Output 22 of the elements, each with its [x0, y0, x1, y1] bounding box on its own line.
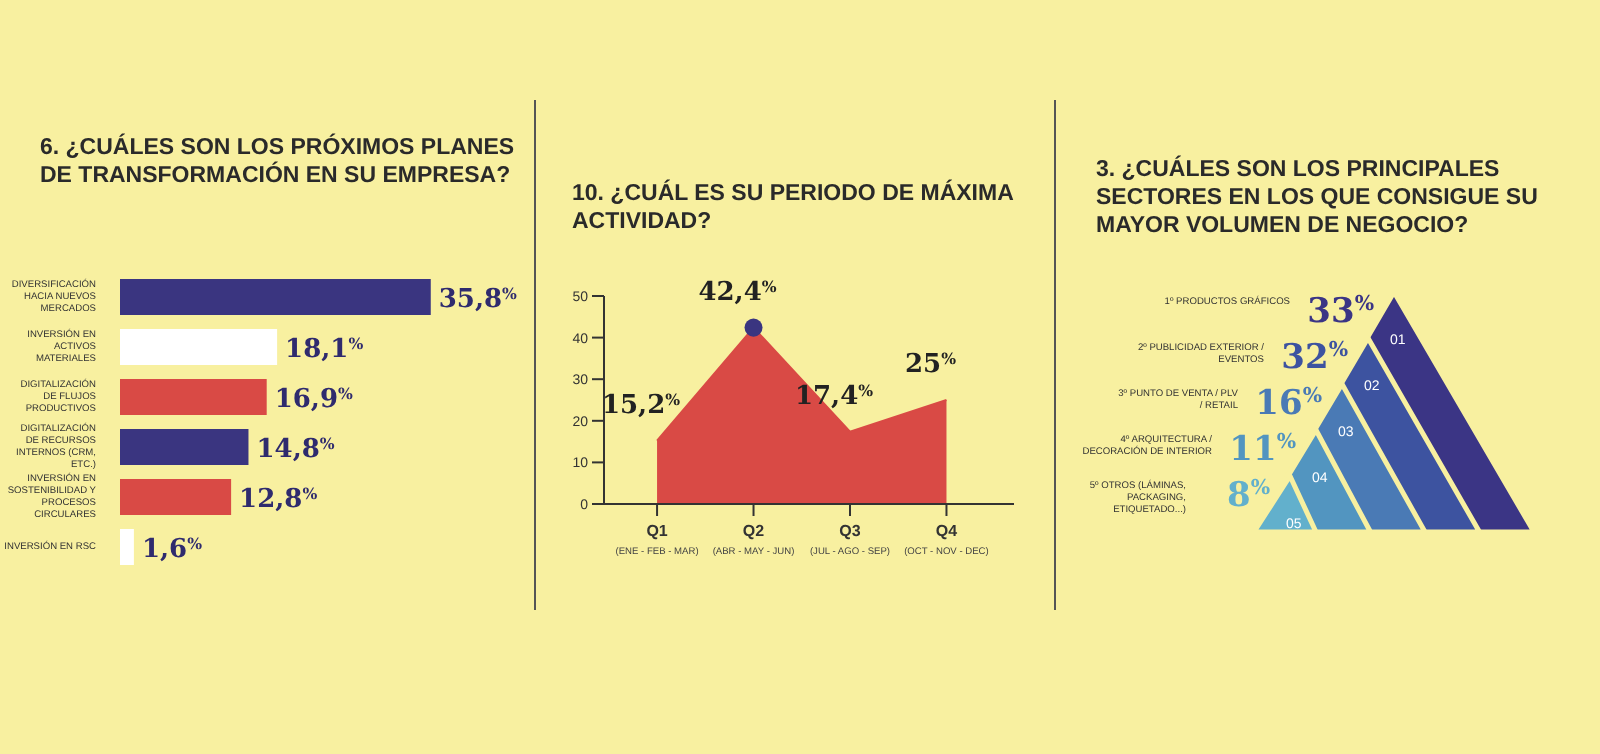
bar	[120, 429, 249, 465]
data-label: 12,8$^{%}$	[239, 484, 319, 515]
data-label: 14,8$^{%}$	[256, 434, 336, 465]
bar	[120, 379, 267, 415]
data-label: 25$^{%}$	[904, 349, 958, 380]
bar	[120, 279, 431, 315]
text: 16$^{%}$	[1255, 384, 1322, 424]
bar	[120, 329, 278, 365]
data-label: 18,1$^{%}$	[285, 334, 365, 365]
data-label: 15,2$^{%}$	[601, 389, 682, 421]
bar	[120, 529, 134, 565]
text: 11$^{%}$	[1229, 430, 1296, 470]
bar	[120, 479, 232, 515]
chart-title: 6. ¿CUÁLES SON LOS PRÓXIMOS PLANES DE TRANSFORMACIÓN EN SU EMPRESA?	[40, 134, 517, 190]
data-label: 35,8$^{%}$	[438, 284, 519, 315]
text: 33$^{%}$	[1307, 292, 1374, 332]
text: 32$^{%}$	[1281, 338, 1348, 378]
chart-title: 10. ¿CUÁL ES SU PERIODO DE MÁXIMA ACTIVIDAD?	[572, 180, 1015, 236]
text: 3. ¿CUÁLES SON LOS PRINCIPALES SECTORES EN LOS QUE CONSIGUE SU MAYOR VOLUMEN DE NEGOCIO?	[1096, 156, 1540, 240]
text: 8$^{%}$	[1226, 476, 1270, 516]
data-label: 1,6$^{%}$	[141, 534, 204, 565]
data-label: 16,9$^{%}$	[274, 384, 355, 415]
